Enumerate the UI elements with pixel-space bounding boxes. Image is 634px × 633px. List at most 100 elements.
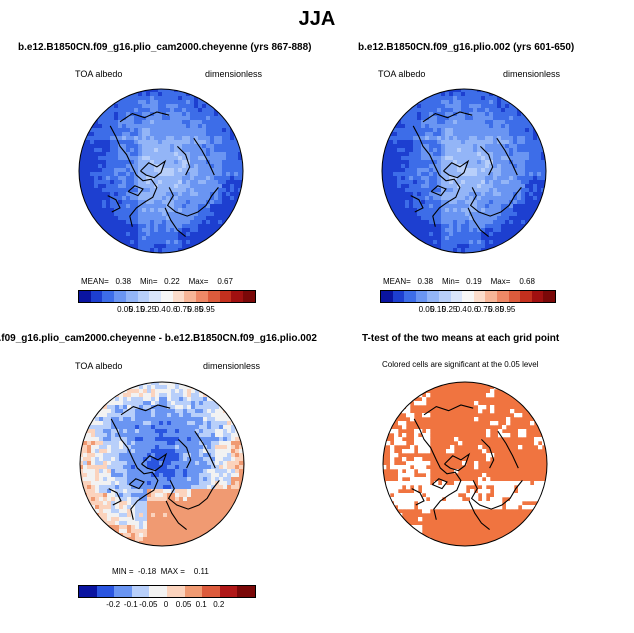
map-cell xyxy=(98,212,103,217)
map-cell xyxy=(207,481,212,486)
map-cell xyxy=(513,172,518,177)
map-cell xyxy=(219,465,224,470)
map-cell xyxy=(95,417,100,422)
map-cell xyxy=(521,148,526,153)
map-cell xyxy=(505,104,510,109)
map-cell xyxy=(481,184,486,189)
map-cell xyxy=(126,236,131,241)
map-cell xyxy=(203,501,208,506)
map-cell xyxy=(190,220,195,225)
map-cell xyxy=(453,124,458,129)
map-cell xyxy=(405,220,410,225)
map-cell xyxy=(215,453,220,458)
map-cell xyxy=(187,537,192,542)
map-cell xyxy=(513,136,518,141)
map-cell xyxy=(393,196,398,201)
map-cell xyxy=(183,449,188,454)
map-cell xyxy=(130,168,135,173)
colorbar-tick-label: 0.85 xyxy=(488,305,504,314)
map-cell xyxy=(505,140,510,145)
map-cell xyxy=(135,537,140,542)
map-cell xyxy=(457,132,462,137)
map-cell xyxy=(95,461,100,466)
map-cell xyxy=(477,128,482,133)
map-cell xyxy=(202,176,207,181)
map-cell xyxy=(114,104,119,109)
map-cell xyxy=(191,425,196,430)
map-cell xyxy=(210,228,215,233)
map-cell xyxy=(421,104,426,109)
map-cell xyxy=(477,180,482,185)
map-cell xyxy=(126,96,131,101)
map-cell xyxy=(191,509,196,514)
map-cell xyxy=(442,505,447,510)
map-cell xyxy=(155,485,160,490)
map-cell xyxy=(454,505,459,510)
map-cell xyxy=(469,112,474,117)
map-cell xyxy=(139,413,144,418)
map-cell xyxy=(457,248,462,253)
map-cell xyxy=(130,184,135,189)
map-cell xyxy=(207,521,212,526)
map-cell xyxy=(123,517,128,522)
map-cell xyxy=(142,216,147,221)
map-cell xyxy=(166,152,171,157)
map-cell xyxy=(138,220,143,225)
map-cell xyxy=(441,192,446,197)
map-cell xyxy=(110,232,115,237)
map-cell xyxy=(183,533,188,538)
map-cell xyxy=(210,172,215,177)
map-cell xyxy=(425,200,430,205)
map-cell xyxy=(441,116,446,121)
map-cell xyxy=(461,248,466,253)
map-cell xyxy=(453,244,458,249)
map-cell xyxy=(421,120,426,125)
map-cell xyxy=(529,212,534,217)
map-cell xyxy=(79,168,83,173)
panel3-colorbar-ticks: -0.2 -0.1 -0.05 0 0.05 0.1 0.2 xyxy=(78,600,254,612)
map-cell xyxy=(162,236,167,241)
map-cell xyxy=(110,124,115,129)
map-cell xyxy=(122,128,127,133)
map-cell xyxy=(210,156,215,161)
map-cell xyxy=(211,497,216,502)
map-cell xyxy=(405,212,410,217)
map-cell xyxy=(397,176,402,181)
map-cell xyxy=(461,156,466,161)
map-cell xyxy=(222,124,227,129)
map-cell xyxy=(449,89,454,93)
map-cell xyxy=(183,437,188,442)
map-cell xyxy=(186,204,191,209)
map-cell xyxy=(509,232,514,237)
map-cell xyxy=(199,521,204,526)
map-cell xyxy=(167,425,172,430)
map-cell xyxy=(127,425,132,430)
map-cell xyxy=(470,481,475,486)
map-cell xyxy=(465,236,470,241)
map-cell xyxy=(429,180,434,185)
map-cell xyxy=(111,433,116,438)
map-cell xyxy=(195,413,200,418)
map-cell xyxy=(131,481,136,486)
map-cell xyxy=(203,425,208,430)
map-cell xyxy=(138,252,143,253)
map-cell xyxy=(115,449,120,454)
map-cell xyxy=(159,525,164,530)
map-cell xyxy=(493,132,498,137)
map-cell xyxy=(179,545,184,546)
map-cell xyxy=(91,485,96,490)
map-cell xyxy=(517,116,522,121)
map-cell xyxy=(501,236,506,241)
map-cell xyxy=(449,200,454,205)
map-cell xyxy=(107,465,112,470)
map-cell xyxy=(86,176,91,181)
map-cell xyxy=(158,240,163,245)
map-cell xyxy=(183,413,188,418)
map-cell xyxy=(143,429,148,434)
map-cell xyxy=(178,156,183,161)
map-cell xyxy=(151,533,156,538)
map-cell xyxy=(406,485,411,490)
map-cell xyxy=(139,473,144,478)
map-cell xyxy=(86,160,91,165)
colorbar-swatch xyxy=(473,291,486,302)
